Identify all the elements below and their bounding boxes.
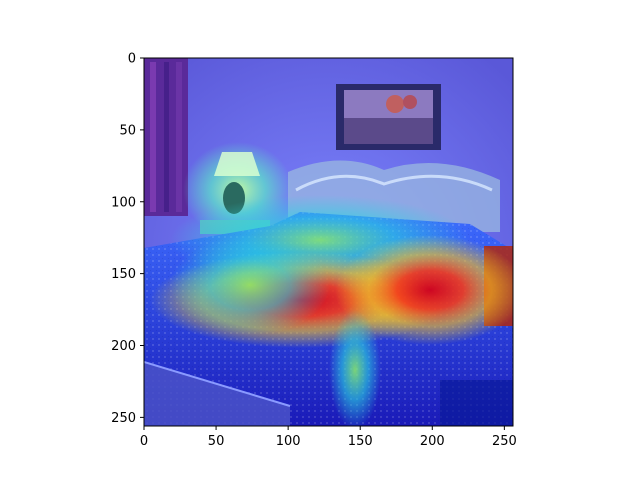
- x-tick-label: 150: [348, 434, 373, 449]
- heatmap-image: [144, 58, 513, 426]
- x-tick-label: 0: [140, 434, 148, 449]
- y-tick-label: 100: [111, 195, 136, 210]
- y-axis: 0 50 100 150 200 250: [111, 52, 144, 426]
- y-tick-label: 50: [119, 123, 136, 138]
- axes-frame: [143, 57, 514, 427]
- x-tick-label: 250: [492, 434, 517, 449]
- x-tick-label: 200: [420, 434, 445, 449]
- x-axis: 0 50 100 150 200 250: [140, 426, 517, 449]
- y-tick-label: 200: [111, 339, 136, 354]
- x-tick-label: 50: [208, 434, 225, 449]
- y-tick-label: 150: [111, 267, 136, 282]
- y-tick-label: 0: [128, 52, 136, 67]
- y-tick-label: 250: [111, 411, 136, 426]
- x-tick-label: 100: [276, 434, 301, 449]
